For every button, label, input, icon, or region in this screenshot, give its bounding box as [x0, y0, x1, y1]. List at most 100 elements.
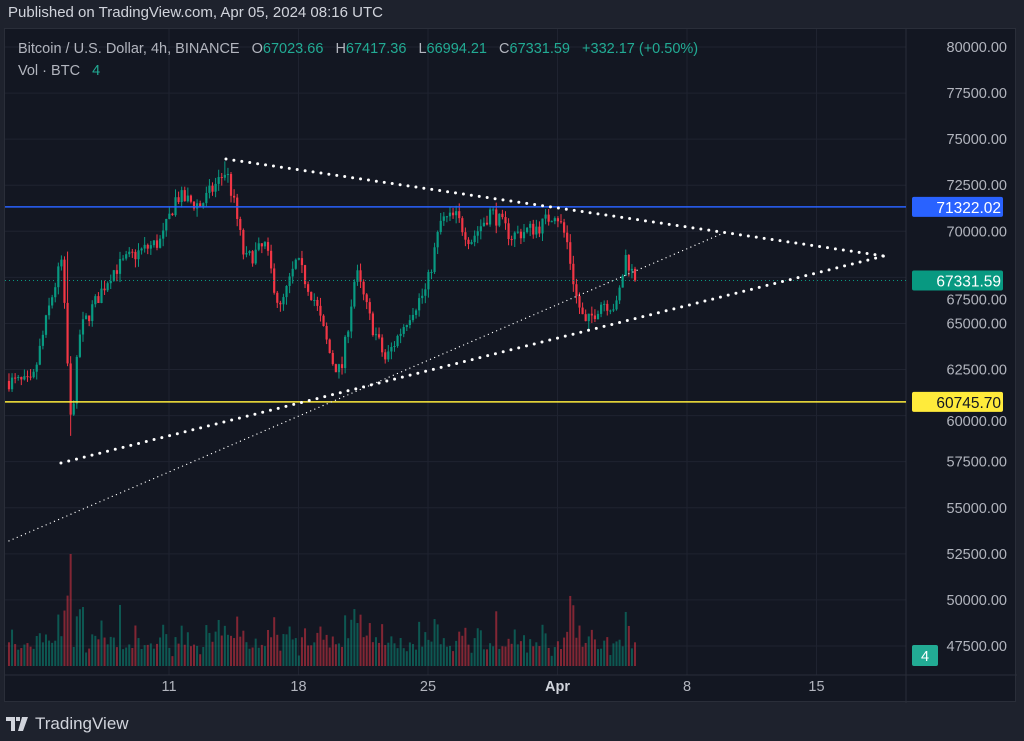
volume-bar: [35, 635, 38, 666]
candle-down: [538, 226, 541, 234]
volume-bar: [615, 641, 618, 666]
candle-up: [223, 174, 226, 178]
candle-up: [442, 216, 445, 221]
volume-bar: [125, 647, 128, 666]
volume-bar: [103, 637, 106, 666]
volume-bar: [572, 605, 575, 666]
candle-up: [525, 227, 529, 233]
volume-bar: [334, 644, 337, 666]
tradingview-logo-icon: [6, 717, 28, 731]
candle-down: [325, 326, 328, 340]
candle-down: [242, 229, 245, 255]
volume-bar: [436, 624, 439, 666]
candle-down: [319, 305, 322, 316]
volume-bar: [17, 649, 20, 666]
volume-bar: [233, 638, 236, 666]
volume-bar: [189, 646, 192, 666]
candle-up: [81, 319, 85, 335]
volume-bar: [254, 638, 257, 666]
volume-bar: [448, 645, 451, 666]
candle-up: [436, 232, 439, 248]
volume-label[interactable]: Vol · BTC: [18, 63, 81, 79]
candle-up: [17, 377, 20, 379]
candle-down: [251, 251, 254, 264]
candle-down: [177, 197, 180, 203]
volume-bar: [32, 648, 35, 666]
candle-down: [519, 231, 523, 239]
price-tick-label: 52500.00: [947, 547, 1007, 563]
volume-bar: [115, 647, 118, 666]
candle-up: [217, 177, 220, 184]
volume-bar: [600, 648, 603, 666]
date-tick-label: 8: [683, 679, 691, 695]
candle-up: [137, 250, 140, 260]
candle-up: [94, 296, 97, 305]
volume-bar: [208, 632, 211, 666]
candle-down: [300, 258, 304, 266]
candle-down: [559, 221, 563, 223]
candle-up: [205, 192, 208, 204]
volume-bar: [300, 637, 303, 666]
volume-bar: [374, 637, 377, 666]
candle-up: [445, 216, 448, 218]
volume-bar: [479, 630, 482, 666]
candle-up: [162, 230, 165, 239]
symbol-title[interactable]: Bitcoin / U.S. Dollar, 4h, BINANCE: [18, 41, 240, 57]
volume-bar: [159, 637, 162, 666]
candle-down: [29, 376, 32, 378]
volume-bar: [29, 646, 32, 666]
candle-down: [328, 339, 331, 353]
volume-bar: [199, 654, 202, 666]
candle-down: [279, 302, 282, 305]
price-tick-label: 55000.00: [947, 501, 1007, 517]
volume-bar: [85, 652, 88, 666]
candle-down: [467, 239, 470, 245]
candle-down: [192, 201, 196, 209]
candle-up: [337, 364, 341, 373]
candle-up: [106, 283, 109, 291]
volume-badge-label: 4: [921, 649, 929, 665]
candle-up: [350, 306, 353, 332]
volume-bar: [276, 634, 279, 666]
candle-up: [630, 268, 634, 271]
candle-down: [155, 240, 159, 248]
candle-up: [23, 376, 26, 380]
candle-up: [390, 347, 393, 352]
candle-up: [10, 377, 14, 390]
candle-up: [202, 203, 205, 207]
volume-bar: [581, 646, 584, 666]
price-chart[interactable]: 80000.00 77500.00 75000.00 72500.00 70000.00…: [5, 29, 1017, 703]
candle-down: [371, 313, 374, 336]
date-tick-label: 11: [161, 679, 176, 695]
candle-up: [596, 313, 600, 320]
price-tick-label: 50000.00: [947, 593, 1007, 609]
chart-panel[interactable]: 80000.00 77500.00 75000.00 72500.00 70000.00…: [4, 28, 1017, 703]
candle-up: [609, 310, 612, 312]
candle-up: [621, 275, 624, 288]
date-tick-label: 25: [420, 679, 436, 695]
volume-bar: [273, 617, 276, 666]
volume-bar: [236, 616, 239, 666]
volume-bar: [473, 638, 476, 666]
candle-down: [572, 263, 575, 285]
change-value: +332.17 (+0.50%): [582, 41, 699, 57]
volume-bar: [122, 649, 125, 666]
candle-down: [88, 315, 91, 322]
volume-bar: [378, 642, 381, 666]
candle-down: [220, 177, 223, 179]
volume-bar: [455, 640, 458, 666]
candle-up: [245, 253, 248, 255]
volume-bar: [621, 646, 624, 666]
price-tick-label: 67500.00: [947, 292, 1007, 308]
price-tick-label: 57500.00: [947, 455, 1007, 471]
volume-bar: [211, 641, 214, 666]
candle-up: [516, 231, 519, 233]
volume-bar: [606, 637, 609, 666]
volume-bar: [242, 630, 245, 666]
volume-bar: [143, 645, 146, 666]
candle-up: [498, 213, 501, 226]
volume-bar: [245, 642, 248, 666]
candle-up: [208, 185, 211, 193]
tradingview-footer[interactable]: TradingView: [6, 714, 129, 734]
volume-bar: [504, 646, 507, 666]
